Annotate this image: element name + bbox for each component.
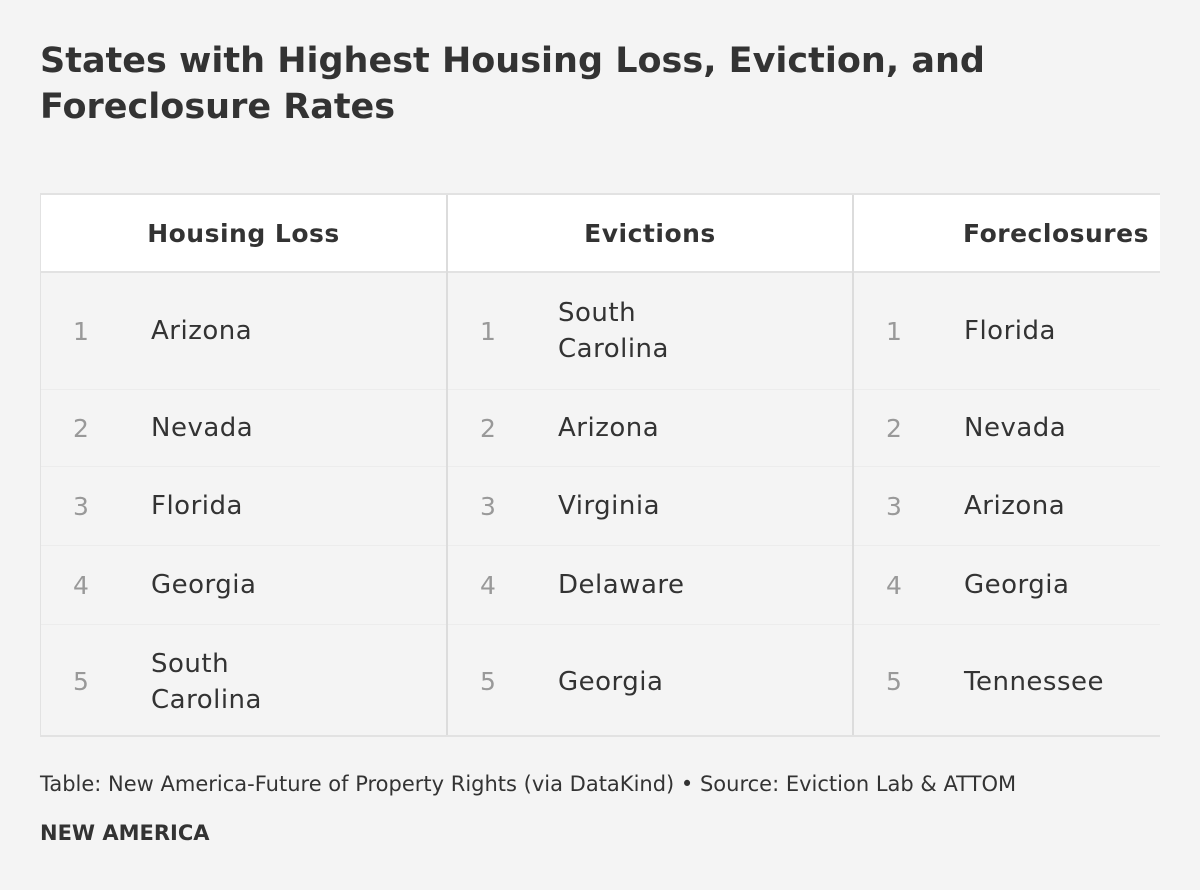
rank: 2 bbox=[73, 413, 89, 443]
column-group: Evictions 1 South Carolina 2 Arizona 3 Virgini… bbox=[446, 195, 852, 735]
state-name: South Carolina bbox=[151, 648, 262, 715]
rank: 2 bbox=[480, 413, 496, 443]
column-header: Evictions bbox=[448, 195, 852, 273]
column-group: Foreclosures 1 Florida 2 Nevada 3 Arizona 4 Geor… bbox=[852, 195, 1160, 735]
title: States with Highest Housing Loss, Evicti… bbox=[40, 41, 985, 127]
column-header: Housing Loss bbox=[41, 195, 446, 273]
rank: 3 bbox=[73, 491, 89, 521]
table-row: 4 Delaware bbox=[448, 546, 852, 625]
rank: 4 bbox=[73, 570, 89, 600]
state-name: Arizona bbox=[964, 491, 1066, 521]
rank: 1 bbox=[480, 316, 496, 346]
rank: 3 bbox=[886, 491, 902, 521]
table-row: 1 Florida bbox=[854, 273, 1160, 390]
state-name: Arizona bbox=[151, 316, 253, 346]
table-row: 3 Arizona bbox=[854, 467, 1160, 546]
table-row: 5 South Carolina bbox=[41, 625, 446, 735]
table-row: 4 Georgia bbox=[854, 546, 1160, 625]
state-name: Virginia bbox=[558, 491, 661, 521]
table-row: 5 Tennessee bbox=[854, 625, 1160, 735]
table-row: 2 Nevada bbox=[854, 390, 1160, 467]
source-note: Table: New America-Future of Property Ri… bbox=[40, 772, 1017, 796]
state-name: Florida bbox=[151, 491, 243, 521]
column-header: Foreclosures bbox=[854, 195, 1160, 273]
state-name: Georgia bbox=[558, 666, 664, 697]
brand: NEW AMERICA bbox=[40, 821, 210, 845]
state-name: Nevada bbox=[151, 413, 254, 443]
table-row: 3 Florida bbox=[41, 467, 446, 546]
rank: 2 bbox=[886, 413, 902, 443]
rank: 4 bbox=[886, 570, 902, 600]
rank: 1 bbox=[73, 316, 89, 346]
table-row: 5 Georgia bbox=[448, 625, 852, 735]
state-name: Tennessee bbox=[964, 666, 1104, 697]
state-name: Arizona bbox=[558, 413, 660, 443]
table-row: 4 Georgia bbox=[41, 546, 446, 625]
state-name: Nevada bbox=[964, 413, 1067, 443]
table-row: 1 South Carolina bbox=[448, 273, 852, 390]
rank: 4 bbox=[480, 570, 496, 600]
table: Housing Loss 1 Arizona 2 Nevada 3 Florida 4 Geor… bbox=[40, 193, 1160, 737]
table-row: 1 Arizona bbox=[41, 273, 446, 390]
table-row: 2 Nevada bbox=[41, 390, 446, 467]
rank: 5 bbox=[886, 667, 902, 696]
state-name: Georgia bbox=[151, 570, 257, 600]
state-name: Florida bbox=[964, 316, 1056, 346]
rank: 1 bbox=[886, 316, 902, 346]
rank: 5 bbox=[73, 667, 89, 696]
state-name: South Carolina bbox=[558, 298, 669, 364]
state-name: Delaware bbox=[558, 570, 685, 600]
table-row: 3 Virginia bbox=[448, 467, 852, 546]
rank: 3 bbox=[480, 491, 496, 521]
column-group: Housing Loss 1 Arizona 2 Nevada 3 Florida 4 Geor… bbox=[40, 195, 446, 735]
rank: 5 bbox=[480, 667, 496, 696]
state-name: Georgia bbox=[964, 570, 1070, 600]
table-row: 2 Arizona bbox=[448, 390, 852, 467]
